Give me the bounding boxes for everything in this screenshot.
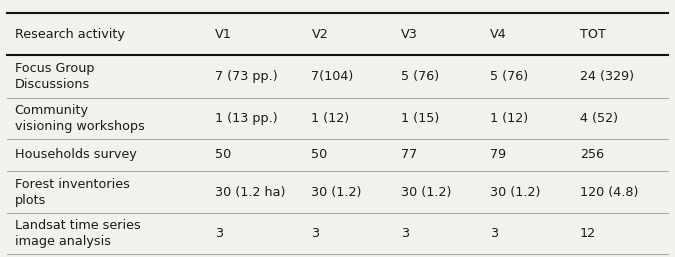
Text: 30 (1.2 ha): 30 (1.2 ha): [215, 186, 286, 199]
Text: 24 (329): 24 (329): [580, 70, 634, 83]
Text: Landsat time series
image analysis: Landsat time series image analysis: [15, 219, 140, 248]
Text: V3: V3: [401, 27, 418, 41]
Text: 3: 3: [311, 227, 319, 240]
Text: 77: 77: [401, 149, 417, 161]
Text: V2: V2: [311, 27, 328, 41]
Text: 79: 79: [490, 149, 506, 161]
Text: 256: 256: [580, 149, 603, 161]
Text: 50: 50: [215, 149, 231, 161]
Text: Forest inventories
plots: Forest inventories plots: [15, 178, 130, 207]
Text: Focus Group
Discussions: Focus Group Discussions: [15, 62, 95, 91]
Text: Community
visioning workshops: Community visioning workshops: [15, 104, 144, 133]
Text: 30 (1.2): 30 (1.2): [490, 186, 541, 199]
Text: 3: 3: [215, 227, 223, 240]
Text: TOT: TOT: [580, 27, 605, 41]
Text: Research activity: Research activity: [15, 27, 125, 41]
Text: V1: V1: [215, 27, 232, 41]
Text: V4: V4: [490, 27, 507, 41]
Text: 7 (73 pp.): 7 (73 pp.): [215, 70, 277, 83]
Text: 3: 3: [490, 227, 498, 240]
Text: Households survey: Households survey: [15, 149, 136, 161]
Text: 30 (1.2): 30 (1.2): [311, 186, 362, 199]
Text: 1 (15): 1 (15): [401, 112, 439, 125]
Text: 3: 3: [401, 227, 409, 240]
Text: 4 (52): 4 (52): [580, 112, 618, 125]
Text: 1 (12): 1 (12): [311, 112, 350, 125]
Text: 1 (12): 1 (12): [490, 112, 529, 125]
Text: 1 (13 pp.): 1 (13 pp.): [215, 112, 277, 125]
Text: 12: 12: [580, 227, 596, 240]
Text: 5 (76): 5 (76): [490, 70, 529, 83]
Text: 120 (4.8): 120 (4.8): [580, 186, 638, 199]
Text: 30 (1.2): 30 (1.2): [401, 186, 451, 199]
Text: 5 (76): 5 (76): [401, 70, 439, 83]
Text: 50: 50: [311, 149, 328, 161]
Text: 7(104): 7(104): [311, 70, 354, 83]
